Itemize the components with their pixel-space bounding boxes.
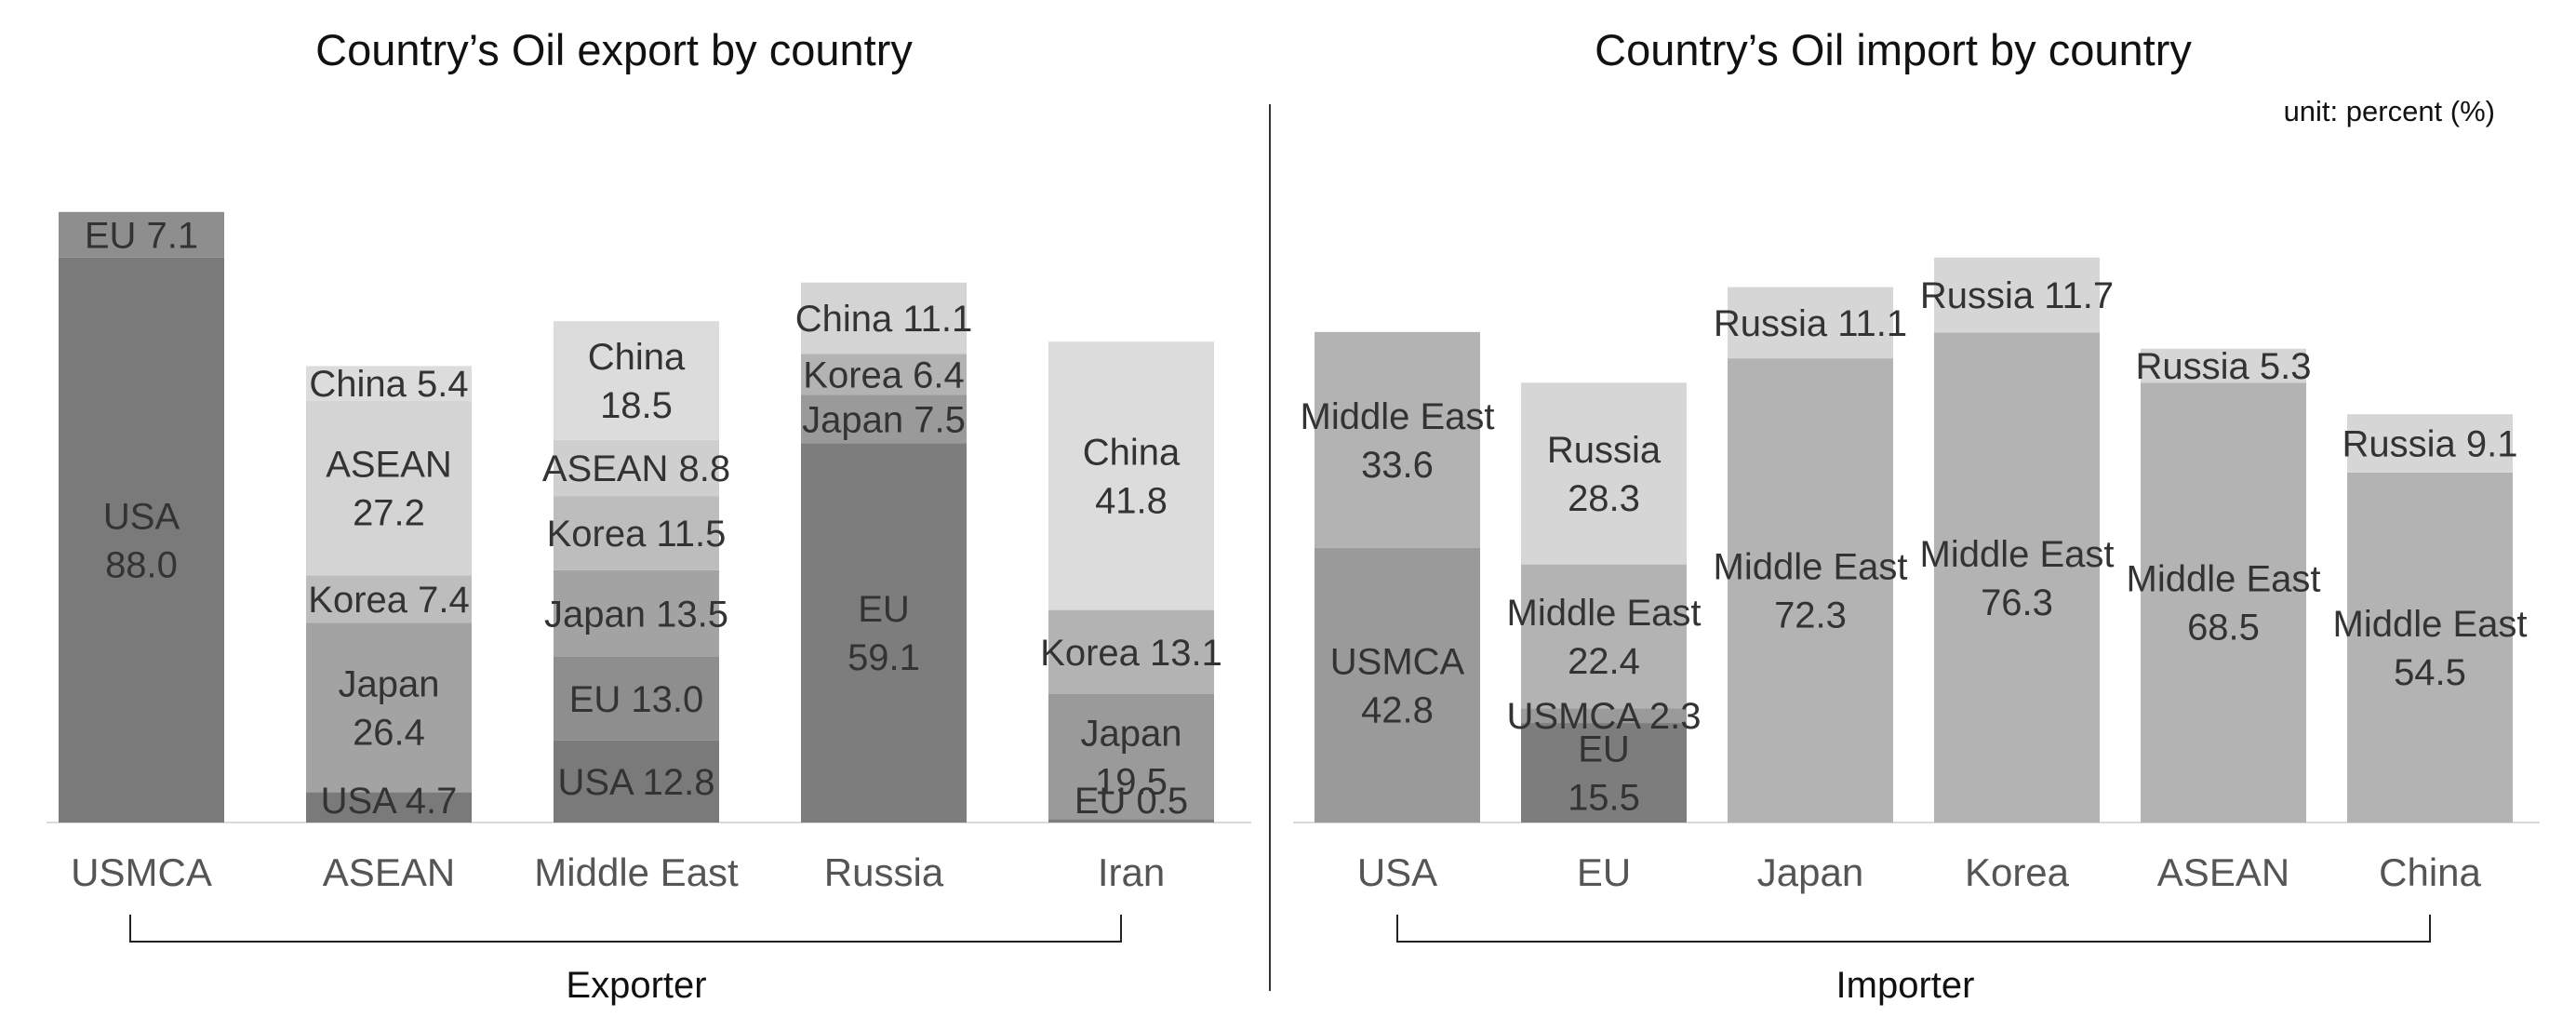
export-bar-russia-china	[801, 282, 967, 354]
export-category-russia: Russia	[824, 850, 944, 894]
import-label-japan-middle-east: Middle East 72.3	[1714, 547, 1908, 636]
import-bar-eu-russia	[1521, 382, 1687, 565]
export-label-middle-east-eu: EU 13.0	[569, 679, 704, 720]
export-bar-iran-china	[1048, 341, 1214, 610]
export-bar-middle-east-asean	[554, 439, 719, 497]
export-bar-russia-japan	[801, 395, 967, 444]
export-bar-russia-korea	[801, 354, 967, 395]
import-bar-eu-usmca	[1521, 708, 1687, 724]
export-label-middle-east-usa: USA 12.8	[557, 762, 714, 803]
import-bar-usa-usmca	[1315, 547, 1480, 823]
import-label-eu-usmca: USMCA 2.3	[1507, 696, 1702, 737]
export-label-russia-china: China 11.1	[795, 299, 973, 340]
importer-bracket	[1396, 915, 2431, 943]
import-bar-china-middle-east	[2347, 472, 2513, 823]
import-bar-korea-russia	[1934, 257, 2100, 333]
import-bar-korea-middle-east	[1934, 332, 2100, 823]
export-bar-middle-east-korea	[554, 496, 719, 570]
export-category-iran: Iran	[1098, 850, 1165, 894]
import-label-eu-middle-east: Middle East 22.4	[1507, 593, 1702, 682]
import-category-usa: USA	[1357, 850, 1437, 894]
export-category-labels: USMCA ASEAN Middle East Russia Iran	[71, 850, 1165, 894]
import-label-china-middle-east: Middle East 54.5	[2333, 604, 2528, 693]
export-label-asean-korea: Korea 7.4	[308, 580, 469, 621]
import-label-eu-russia: Russia 28.3	[1547, 430, 1662, 519]
import-category-eu: EU	[1577, 850, 1631, 894]
import-label-japan-russia: Russia 11.1	[1714, 303, 1907, 344]
import-label-china-russia: Russia 9.1	[2342, 424, 2518, 465]
export-label-iran-japan: Japan 19.5	[1081, 713, 1182, 802]
unit-note: unit: percent (%)	[2284, 95, 2495, 127]
export-bar-middle-east-china	[554, 321, 719, 440]
export-label-iran-korea: Korea 13.1	[1040, 633, 1222, 674]
export-chart-title: Country’s Oil export by country	[315, 25, 913, 74]
export-label-iran-china: China 41.8	[1083, 432, 1181, 521]
export-label-middle-east-korea: Korea 11.5	[547, 514, 727, 555]
import-label-eu-eu: EU 15.5	[1568, 729, 1640, 819]
import-chart-title: Country’s Oil import by country	[1595, 25, 2192, 74]
export-bar-middle-east-usa	[554, 740, 719, 823]
export-label-asean-japan: Japan 26.4	[339, 663, 440, 753]
export-label-asean-asean: ASEAN 27.2	[326, 445, 452, 534]
export-bar-asean-japan	[306, 622, 472, 793]
import-label-asean-middle-east: Middle East 68.5	[2127, 559, 2321, 649]
importer-label: Importer	[1836, 965, 1975, 1006]
import-bar-japan-russia	[1728, 287, 1893, 359]
import-bar-eu-eu	[1521, 723, 1687, 823]
export-label-middle-east-china: China 18.5	[588, 337, 686, 426]
export-bar-middle-east-eu	[554, 656, 719, 741]
export-bar-asean-asean	[306, 400, 472, 576]
export-bar-middle-east-japan	[554, 569, 719, 657]
export-label-russia-eu: EU 59.1	[848, 589, 920, 678]
export-bar-iran-korea	[1048, 609, 1214, 694]
export-category-asean: ASEAN	[323, 850, 455, 894]
import-label-usa-usmca: USMCA 42.8	[1330, 641, 1465, 730]
export-label-usmca-usa: USA 88.0	[103, 496, 180, 585]
export-bar-iran-japan	[1048, 694, 1214, 820]
import-label-usa-middle-east: Middle East 33.6	[1301, 396, 1495, 486]
export-label-asean-china: China 5.4	[309, 364, 468, 405]
export-label-asean-usa: USA 4.7	[321, 781, 458, 822]
import-category-labels: USA EU Japan Korea ASEAN China	[1357, 850, 2482, 894]
export-label-russia-japan: Japan 7.5	[802, 399, 966, 440]
import-bar-eu-middle-east	[1521, 564, 1687, 709]
export-bar-russia-eu	[801, 443, 967, 823]
import-label-korea-middle-east: Middle East 76.3	[1920, 534, 2115, 623]
import-category-asean: ASEAN	[2157, 850, 2289, 894]
import-bar-asean-middle-east	[2141, 382, 2306, 823]
import-bar-china-russia	[2347, 414, 2513, 473]
export-category-usmca: USMCA	[71, 850, 212, 894]
export-bar-asean-china	[306, 366, 472, 401]
export-label-iran-eu: EU 0.5	[1074, 781, 1188, 822]
import-bar-asean-russia	[2141, 348, 2306, 383]
import-label-asean-russia: Russia 5.3	[2136, 346, 2312, 387]
export-bar-asean-korea	[306, 575, 472, 623]
exporter-label: Exporter	[566, 965, 706, 1006]
export-bars: USA 88.0 EU 7.1 USA 4.7 Japan 26.4 Korea 7.4 AS…	[59, 211, 1222, 823]
import-category-japan: Japan	[1757, 850, 1863, 894]
import-category-korea: Korea	[1965, 850, 2070, 894]
export-label-middle-east-asean: ASEAN 8.8	[542, 448, 730, 489]
import-category-china: China	[2379, 850, 2481, 894]
import-bar-japan-middle-east	[1728, 358, 1893, 823]
export-label-middle-east-japan: Japan 13.5	[544, 594, 728, 635]
import-label-korea-russia: Russia 11.7	[1920, 275, 2114, 316]
export-category-middle-east: Middle East	[534, 850, 739, 894]
export-label-russia-korea: Korea 6.4	[803, 354, 964, 395]
export-bar-iran-eu	[1048, 819, 1214, 823]
export-bar-usmca-usa	[59, 257, 224, 823]
import-bar-usa-middle-east	[1315, 331, 1480, 548]
export-label-usmca-eu: EU 7.1	[85, 215, 198, 256]
exporter-bracket	[129, 915, 1122, 943]
export-bar-asean-usa	[306, 792, 472, 823]
export-bar-usmca-eu	[59, 211, 224, 258]
